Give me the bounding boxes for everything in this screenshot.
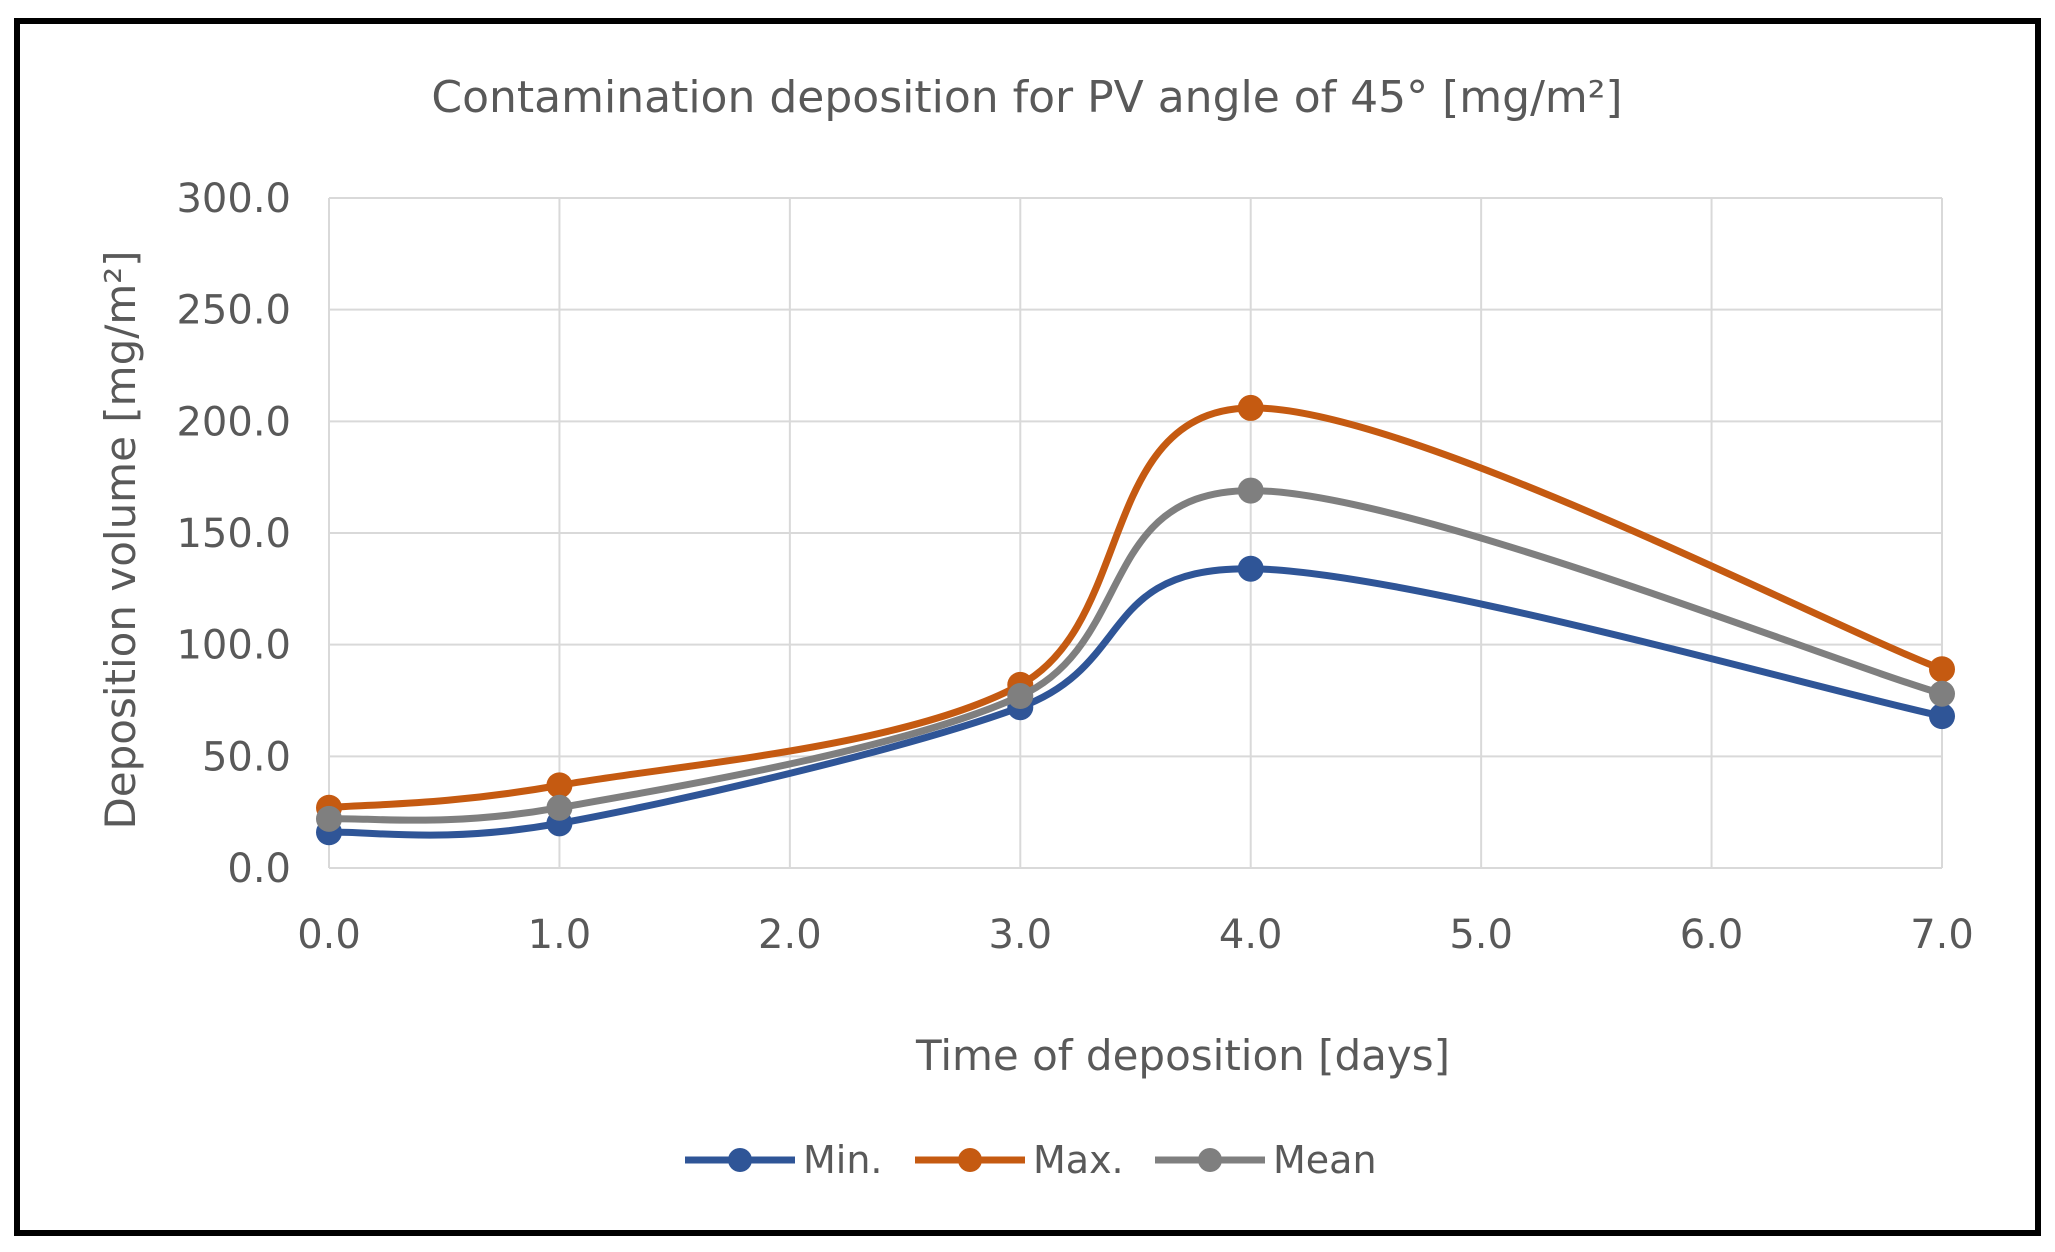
y-axis-title: Deposition volume [mg/m²] [96, 250, 145, 829]
legend-swatch-marker [728, 1148, 752, 1172]
y-tick-label: 50.0 [202, 734, 291, 780]
data-point-mean [1007, 683, 1034, 710]
y-axis-ticks: 0.0 50.0 100.0 150.0 200.0 250.0 300.0 [176, 176, 291, 892]
x-tick-label: 7.0 [1910, 912, 1974, 958]
series-line-mean [325, 487, 1946, 824]
legend-swatch-marker [1198, 1148, 1222, 1172]
series-line-max [325, 404, 1946, 812]
grid [328, 197, 1943, 869]
chart-title: Contamination deposition for PV angle of… [431, 72, 1622, 123]
series-mean [316, 477, 1955, 832]
x-tick-label: 4.0 [1219, 912, 1283, 958]
data-point-min [1929, 703, 1955, 730]
x-tick-label: 0.0 [297, 912, 361, 958]
y-tick-label: 300.0 [176, 176, 291, 222]
data-point-max [1929, 656, 1955, 683]
data-point-mean [1929, 680, 1955, 707]
y-tick-label: 150.0 [176, 511, 291, 557]
legend-label: Mean [1273, 1138, 1377, 1182]
series [316, 394, 1955, 846]
y-tick-label: 200.0 [176, 399, 291, 445]
legend-swatch-marker [958, 1148, 982, 1172]
data-point-max [546, 772, 573, 799]
legend-label: Max. [1033, 1138, 1124, 1182]
chart-frame [14, 18, 2041, 1236]
x-tick-label: 2.0 [758, 912, 822, 958]
x-tick-label: 6.0 [1680, 912, 1744, 958]
data-point-mean [316, 805, 342, 832]
x-tick-label: 1.0 [528, 912, 592, 958]
data-point-mean [1237, 477, 1264, 504]
x-axis-ticks: 0.0 1.0 2.0 3.0 4.0 5.0 6.0 7.0 [297, 912, 1974, 958]
legend-item-max: Max. [915, 1138, 1124, 1182]
x-axis-title: Time of deposition [days] [915, 1031, 1450, 1080]
y-tick-label: 100.0 [176, 623, 291, 669]
x-tick-label: 5.0 [1449, 912, 1513, 958]
legend-item-min: Min. [685, 1138, 883, 1182]
legend: Min. Max. Mean [685, 1138, 1377, 1182]
data-point-mean [546, 794, 573, 821]
legend-item-mean: Mean [1155, 1138, 1377, 1182]
y-tick-label: 250.0 [176, 288, 291, 334]
x-tick-label: 3.0 [988, 912, 1052, 958]
data-point-max [1237, 394, 1264, 421]
series-line-min [325, 565, 1946, 839]
data-point-min [1237, 555, 1264, 582]
y-tick-label: 0.0 [227, 846, 291, 892]
legend-label: Min. [803, 1138, 883, 1182]
series-max [316, 394, 1955, 821]
